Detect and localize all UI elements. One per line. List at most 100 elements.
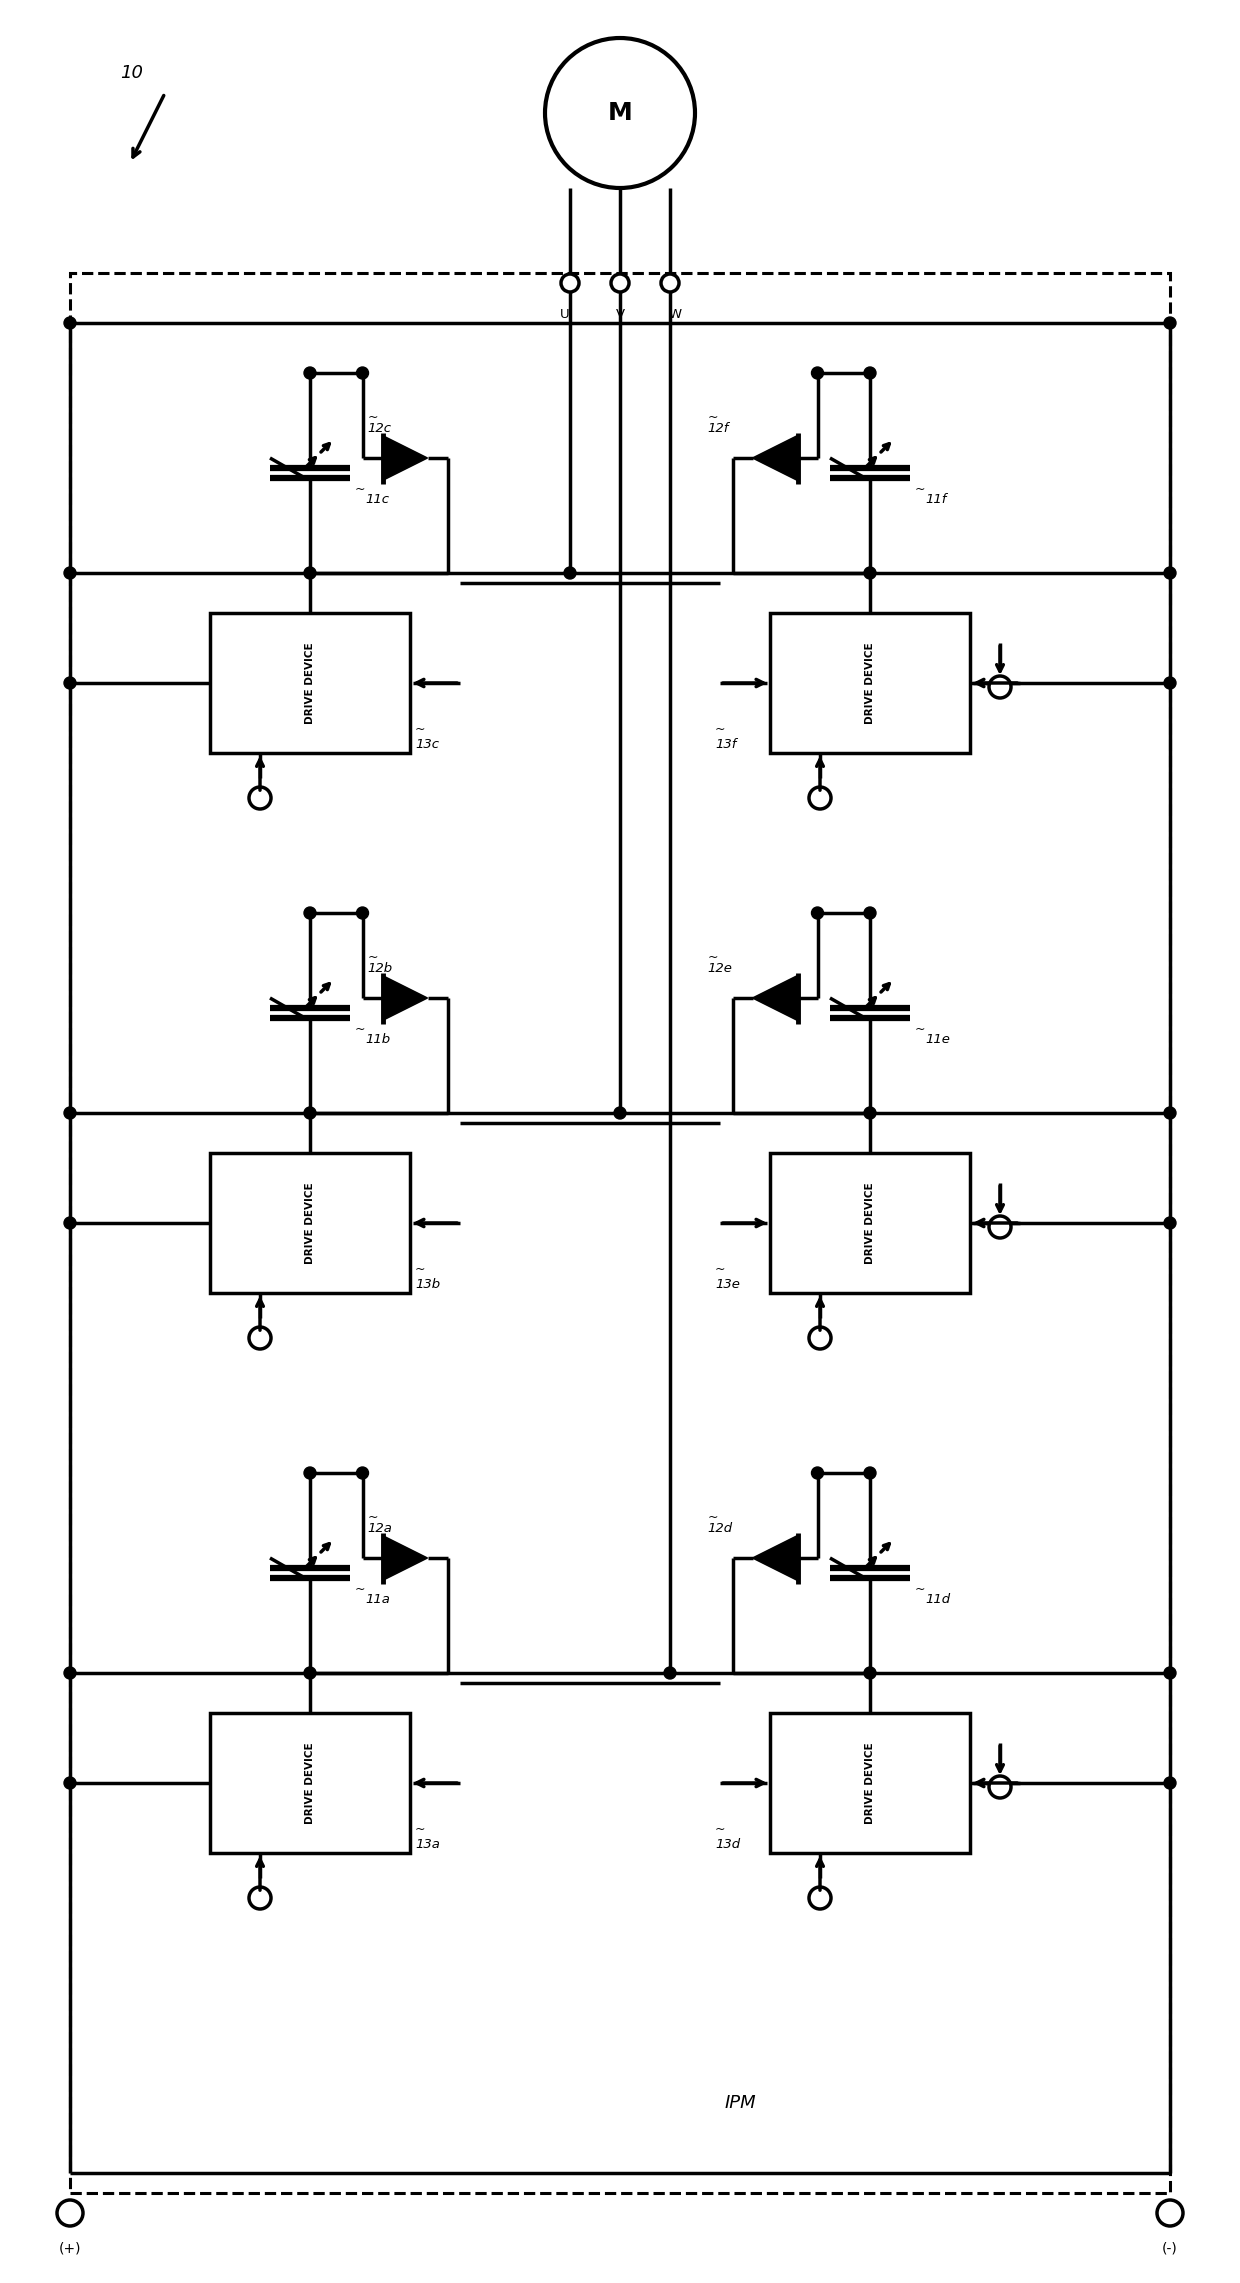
Polygon shape	[753, 1536, 797, 1580]
Circle shape	[1164, 678, 1176, 689]
Text: ~: ~	[355, 1582, 366, 1596]
Text: 10: 10	[120, 64, 143, 82]
Text: ~: ~	[415, 724, 425, 735]
Text: IPM: IPM	[724, 2094, 756, 2112]
Polygon shape	[382, 436, 428, 479]
Circle shape	[864, 906, 875, 920]
Circle shape	[546, 39, 694, 187]
Circle shape	[811, 906, 823, 920]
Circle shape	[64, 1107, 76, 1119]
Circle shape	[564, 566, 577, 580]
Text: 11a: 11a	[365, 1594, 389, 1605]
Text: ~: ~	[915, 1023, 925, 1036]
Text: DRIVE DEVICE: DRIVE DEVICE	[305, 642, 315, 724]
Circle shape	[661, 274, 680, 292]
Text: 11c: 11c	[365, 493, 389, 507]
Circle shape	[357, 906, 368, 920]
Circle shape	[64, 317, 76, 329]
Circle shape	[64, 1667, 76, 1678]
Text: 12d: 12d	[708, 1523, 733, 1536]
Text: 13e: 13e	[715, 1278, 740, 1290]
Circle shape	[663, 1667, 676, 1678]
Circle shape	[304, 368, 316, 379]
Circle shape	[990, 1217, 1011, 1237]
Text: ~: ~	[355, 1023, 366, 1036]
Text: DRIVE DEVICE: DRIVE DEVICE	[866, 642, 875, 724]
Circle shape	[1164, 1107, 1176, 1119]
Circle shape	[990, 676, 1011, 699]
Text: 11b: 11b	[365, 1032, 391, 1046]
Circle shape	[249, 788, 272, 808]
Text: M: M	[608, 100, 632, 126]
Polygon shape	[753, 436, 797, 479]
Text: 11d: 11d	[925, 1594, 950, 1605]
Circle shape	[811, 1468, 823, 1479]
Circle shape	[1164, 1776, 1176, 1790]
Text: DRIVE DEVICE: DRIVE DEVICE	[866, 1183, 875, 1265]
FancyBboxPatch shape	[210, 1712, 410, 1854]
Circle shape	[304, 906, 316, 920]
Polygon shape	[753, 975, 797, 1021]
Text: ~: ~	[715, 724, 725, 735]
Text: ~: ~	[708, 1511, 718, 1523]
Text: ~: ~	[708, 950, 718, 963]
Circle shape	[1164, 1217, 1176, 1228]
Text: 11e: 11e	[925, 1032, 950, 1046]
Text: ~: ~	[715, 1824, 725, 1836]
Circle shape	[304, 566, 316, 580]
Circle shape	[304, 1468, 316, 1479]
Circle shape	[864, 1468, 875, 1479]
FancyBboxPatch shape	[770, 1712, 970, 1854]
Text: 13d: 13d	[715, 1838, 740, 1852]
Text: 12b: 12b	[367, 963, 393, 975]
Circle shape	[1164, 317, 1176, 329]
Circle shape	[808, 788, 831, 808]
Text: ~: ~	[355, 484, 366, 495]
Text: V: V	[615, 308, 625, 322]
FancyBboxPatch shape	[770, 1153, 970, 1292]
Text: (-): (-)	[1162, 2242, 1178, 2256]
Circle shape	[864, 1107, 875, 1119]
Text: 12e: 12e	[708, 963, 733, 975]
Circle shape	[64, 1776, 76, 1790]
Circle shape	[864, 368, 875, 379]
Circle shape	[304, 1107, 316, 1119]
Text: ~: ~	[915, 1582, 925, 1596]
FancyBboxPatch shape	[770, 614, 970, 753]
Text: 13f: 13f	[715, 737, 737, 751]
Circle shape	[249, 1326, 272, 1349]
Text: 12a: 12a	[367, 1523, 392, 1536]
Text: ~: ~	[415, 1824, 425, 1836]
Text: DRIVE DEVICE: DRIVE DEVICE	[305, 1742, 315, 1824]
Circle shape	[614, 1107, 626, 1119]
Text: ~: ~	[367, 411, 378, 425]
Text: 11f: 11f	[925, 493, 946, 507]
Circle shape	[64, 1217, 76, 1228]
Circle shape	[808, 1326, 831, 1349]
Circle shape	[864, 566, 875, 580]
Circle shape	[304, 1667, 316, 1678]
FancyBboxPatch shape	[210, 1153, 410, 1292]
Circle shape	[560, 274, 579, 292]
Circle shape	[990, 1776, 1011, 1799]
Text: W: W	[668, 308, 682, 322]
Circle shape	[357, 1468, 368, 1479]
Circle shape	[808, 1888, 831, 1909]
Text: (+): (+)	[58, 2242, 82, 2256]
Circle shape	[57, 2201, 83, 2226]
Text: 13a: 13a	[415, 1838, 440, 1852]
FancyBboxPatch shape	[69, 274, 1171, 2194]
Text: ~: ~	[367, 950, 378, 963]
Text: ~: ~	[415, 1262, 425, 1276]
Circle shape	[611, 274, 629, 292]
Circle shape	[64, 678, 76, 689]
Text: DRIVE DEVICE: DRIVE DEVICE	[305, 1183, 315, 1265]
Circle shape	[64, 566, 76, 580]
Circle shape	[1157, 2201, 1183, 2226]
Text: ~: ~	[708, 411, 718, 425]
Text: ~: ~	[915, 484, 925, 495]
FancyBboxPatch shape	[210, 614, 410, 753]
Text: 13c: 13c	[415, 737, 439, 751]
Circle shape	[357, 368, 368, 379]
Text: 12c: 12c	[367, 422, 392, 436]
